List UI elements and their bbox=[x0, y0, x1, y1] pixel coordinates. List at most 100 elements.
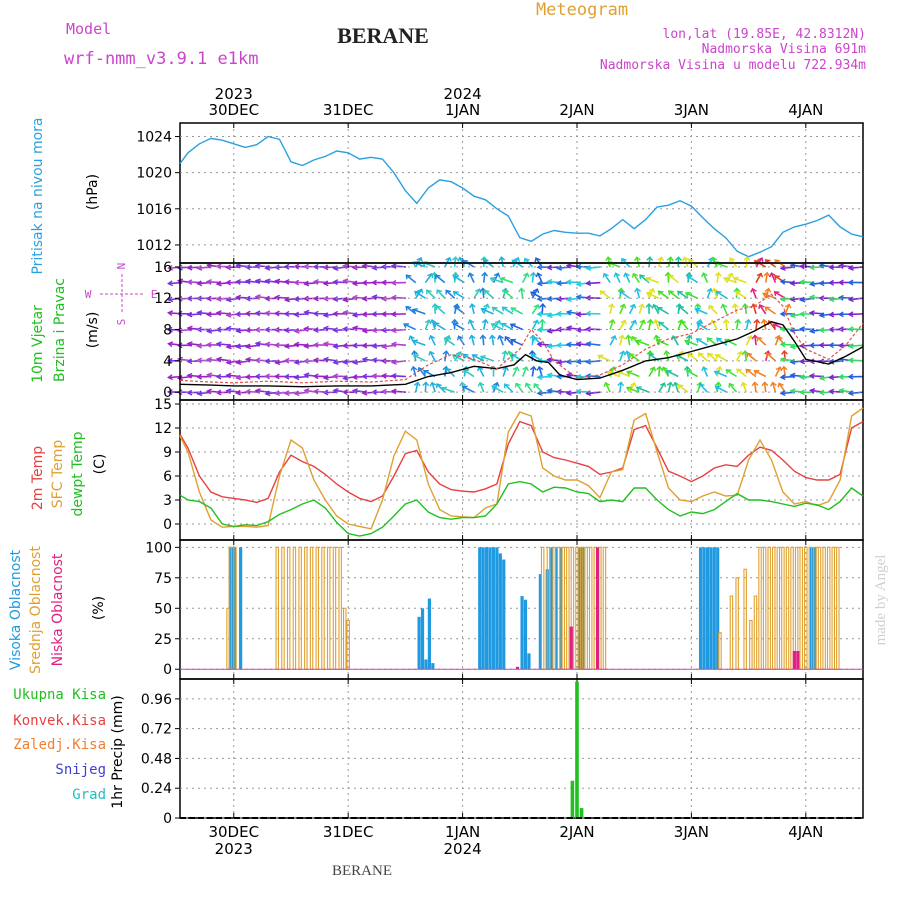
legend-total-rain: Ukupna Kisa bbox=[13, 687, 106, 703]
wind-arrow-head bbox=[205, 295, 212, 302]
wind-arrow-head bbox=[546, 388, 553, 394]
wind-arrow-head bbox=[235, 359, 242, 366]
wind-arrow-head bbox=[756, 336, 763, 342]
wind-arrow bbox=[531, 320, 539, 330]
wind-arrow bbox=[756, 336, 767, 346]
wind-arrow-head bbox=[254, 341, 261, 347]
wind-arrow-head bbox=[684, 292, 691, 298]
wind-arrow bbox=[745, 257, 748, 267]
bottom-day-label: 2JAN bbox=[559, 823, 594, 841]
cloud-bar-mid bbox=[743, 568, 747, 670]
cloud-bar-high bbox=[239, 547, 243, 670]
wind-arrow bbox=[848, 328, 864, 331]
elevation-label: Nadmorska Visina 691m bbox=[702, 42, 867, 57]
cloud-bar-low bbox=[796, 650, 800, 670]
wind-arrow bbox=[521, 366, 528, 377]
temp-unit: (C) bbox=[92, 454, 108, 475]
wind-arrow-head bbox=[536, 390, 543, 396]
wind-compass-icon: N W E S bbox=[85, 263, 158, 326]
wind-arrow-head bbox=[652, 319, 660, 325]
temperature-series-1 bbox=[179, 407, 864, 530]
wind-arrow-head bbox=[322, 341, 329, 347]
wind-arrow-head bbox=[533, 303, 540, 310]
wind-arrow bbox=[753, 382, 757, 393]
wind-arrow bbox=[676, 354, 689, 362]
cloud-bar-high bbox=[427, 598, 432, 670]
wind-arrow-head bbox=[283, 390, 290, 396]
wind-arrow-head bbox=[779, 265, 786, 271]
wind-arrow-head bbox=[665, 370, 672, 375]
wind-arrow bbox=[431, 319, 436, 330]
wind-arrow bbox=[619, 351, 625, 362]
wind-arrow bbox=[482, 272, 486, 283]
bottom-day-label: 1JAN bbox=[445, 823, 480, 841]
cloud-bar-high bbox=[554, 547, 558, 670]
wind-arrow-head bbox=[546, 312, 553, 319]
wind-arrow-head bbox=[776, 335, 783, 341]
wind-arrow-head bbox=[504, 383, 510, 389]
wind-arrow-head bbox=[828, 358, 835, 365]
wind-arrow bbox=[685, 292, 699, 299]
wind-arrow-head bbox=[166, 357, 173, 364]
wind-arrow-head bbox=[244, 343, 252, 350]
wind-arrow-head bbox=[493, 272, 501, 278]
compass-east: E bbox=[151, 288, 158, 301]
wind-arrow-head bbox=[779, 326, 786, 332]
wind-arrow bbox=[686, 369, 699, 378]
wind-arrow bbox=[586, 360, 601, 363]
wind-arrow bbox=[500, 257, 504, 268]
wind-ytick-label: 8 bbox=[163, 323, 172, 339]
wind-arrow bbox=[512, 366, 519, 377]
wind-arrow bbox=[696, 322, 708, 331]
wind-arrow-head bbox=[479, 355, 486, 361]
bottom-year-label: 2024 bbox=[443, 840, 481, 858]
wind-arrow bbox=[469, 319, 475, 330]
wind-arrow-head bbox=[685, 334, 693, 340]
wind-arrow-head bbox=[351, 294, 358, 301]
wind-arrow-head bbox=[555, 342, 562, 349]
wind-arrow-head bbox=[510, 307, 517, 313]
wind-arrow-head bbox=[546, 372, 553, 379]
wind-arrow-head bbox=[274, 278, 281, 285]
wind-arrow-head bbox=[413, 381, 421, 387]
wind-arrow-head bbox=[626, 370, 633, 376]
wind-arrow-head bbox=[442, 350, 450, 356]
wind-arrow-head bbox=[656, 365, 663, 371]
wind-arrow bbox=[728, 383, 738, 393]
wind-arrow-head bbox=[451, 354, 459, 360]
wind-ytick-label: 4 bbox=[163, 354, 172, 370]
wind-arrow-head bbox=[422, 369, 429, 375]
wind-arrow-head bbox=[698, 352, 704, 358]
wind-arrow-head bbox=[408, 335, 415, 341]
wind-arrow-head bbox=[585, 373, 592, 380]
wind-arrow bbox=[714, 370, 728, 378]
wind-arrow-head bbox=[411, 350, 418, 356]
wind-arrow-head bbox=[565, 390, 572, 396]
cloud-bar-high bbox=[813, 547, 817, 670]
wind-arrow-head bbox=[429, 381, 437, 387]
wind-arrow-head bbox=[417, 288, 424, 294]
wind-arrow bbox=[510, 323, 523, 331]
wind-arrow-head bbox=[763, 271, 771, 277]
top-day-label: 2JAN bbox=[559, 101, 594, 119]
cloud-bar-high bbox=[485, 547, 489, 670]
wind-arrow-head bbox=[639, 274, 646, 280]
wind-arrow-head bbox=[293, 327, 300, 334]
wind-arrow-head bbox=[808, 264, 815, 271]
wind-arrow bbox=[482, 319, 487, 330]
wind-arrow-head bbox=[274, 390, 281, 397]
cloud-bar-low bbox=[792, 650, 796, 670]
wind-arrow-head bbox=[538, 318, 546, 324]
wind-arrow bbox=[492, 272, 499, 283]
lonlat-label: lon,lat (19.85E, 42.8312N) bbox=[663, 27, 867, 42]
wind-arrow-head bbox=[648, 287, 656, 293]
wind-arrow-head bbox=[361, 356, 368, 363]
wind-arrow-head bbox=[483, 289, 490, 295]
wind-arrow-head bbox=[491, 306, 498, 312]
wind-arrow-head bbox=[371, 264, 378, 271]
wind-ylabel-1: 10m Vjetar bbox=[30, 305, 46, 383]
cloud-bar-low bbox=[595, 547, 600, 670]
precip-bar bbox=[579, 808, 584, 818]
wind-arrow bbox=[502, 351, 507, 362]
wind-arrow-head bbox=[513, 256, 521, 262]
